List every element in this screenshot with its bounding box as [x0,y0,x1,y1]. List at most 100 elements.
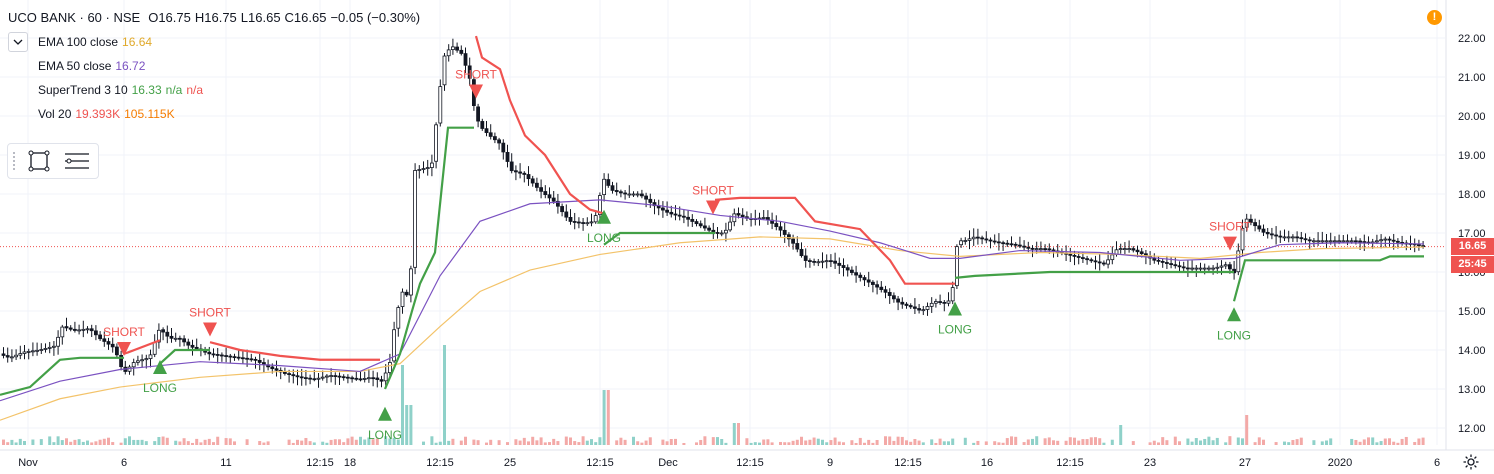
candle-body [950,287,955,302]
candle-body [635,193,640,196]
volume-bar [497,440,501,445]
candle-body [816,261,821,264]
volume-bar [640,442,644,445]
candle-body [1324,240,1329,243]
candle-body [1039,248,1043,251]
candle-body [568,216,573,222]
candle-body [719,232,724,235]
gear-icon[interactable] [1462,453,1480,471]
volume-bar [556,441,560,445]
time-tick-label: 12:15 [894,457,922,469]
candle-body [450,46,455,51]
time-tick-label: 12:15 [306,457,334,469]
candle-body [287,373,292,375]
volume-bar [829,440,833,445]
volume-bar [430,436,434,445]
volume-bar [1161,437,1165,445]
volume-bar [997,442,1001,445]
volume-bar [1283,441,1286,445]
candle-body [1328,240,1333,243]
volume-bar [178,441,182,445]
volume-bar [598,437,602,445]
indicator-value: 19.393K [75,107,121,121]
volume-bar [1383,438,1387,445]
volume-bar [1295,439,1299,445]
candle-body [270,366,275,370]
candle-body [1312,240,1316,243]
volume-bar [1052,440,1055,445]
volume-bar [732,423,736,445]
rectangle-tool-button[interactable] [24,146,54,176]
candle-body [971,236,976,240]
volume-bar [228,438,232,445]
candle-body [661,207,665,211]
long-signal-label: LONG [938,322,972,336]
long-signal-icon [1227,307,1241,322]
volume-bar [1354,439,1358,445]
supertrend-up-line [1232,255,1424,302]
candle-body [47,346,52,349]
candle-body [299,376,304,379]
volume-bar [161,436,165,445]
supertrend-up-line [159,348,210,365]
warning-icon[interactable]: ! [1427,10,1442,25]
candle-body [413,170,418,268]
volume-bar [401,365,404,445]
volume-bar [451,438,455,445]
volume-bar [648,437,652,445]
candle-body [1097,261,1102,264]
candle-body [782,229,787,235]
candle-body [673,213,678,216]
volume-bar [669,439,673,445]
candle-body [282,371,287,374]
candle-body [955,246,959,287]
candle-body [1341,240,1346,243]
volume-bar [766,439,770,445]
short-signal-label: SHORT [103,325,145,339]
candle-body [169,335,174,339]
indicator-value: n/a [165,83,183,97]
volume-bar [758,442,761,445]
candle-body [833,260,837,264]
volume-bar [1056,440,1060,445]
candle-body [598,195,602,216]
candle-body [320,376,325,379]
candle-body [703,225,707,229]
volume-bar [1371,437,1375,445]
indicator-value: n/a [186,83,204,97]
supertrend-up-line [0,356,124,396]
volume-bar [60,440,64,445]
short-signal-icon [1223,236,1237,251]
time-tick-label: 11 [220,457,231,469]
volume-bar [779,441,782,445]
volume-bar [128,436,131,445]
collapse-legend-button[interactable] [8,32,28,52]
candle-body [1261,228,1266,233]
candle-body [467,65,472,79]
ema100-line [0,236,1425,421]
candle-body [119,354,123,368]
candle-body [1391,239,1396,242]
volume-bar [81,441,85,445]
candle-body [829,260,833,263]
candle-body [1047,248,1052,251]
volume-bar [909,441,913,445]
candle-body [1207,267,1211,270]
price-tick-label: 12.00 [1458,423,1486,435]
volume-bar [674,438,677,445]
volume-bar [392,437,396,445]
candle-body [253,358,258,361]
volume-bar [350,436,354,445]
drag-handle-icon[interactable] [12,151,16,171]
candle-body [345,376,350,379]
candle-body [274,368,279,371]
candle-body [997,241,1001,244]
lines-settings-button[interactable] [62,146,92,176]
volume-bar [1312,440,1316,445]
indicator-name: EMA 50 close [38,59,112,73]
short-signal-icon [203,322,217,337]
supertrend-down-line [123,339,161,355]
volume-bar [787,442,791,445]
volume-bar [245,439,249,445]
